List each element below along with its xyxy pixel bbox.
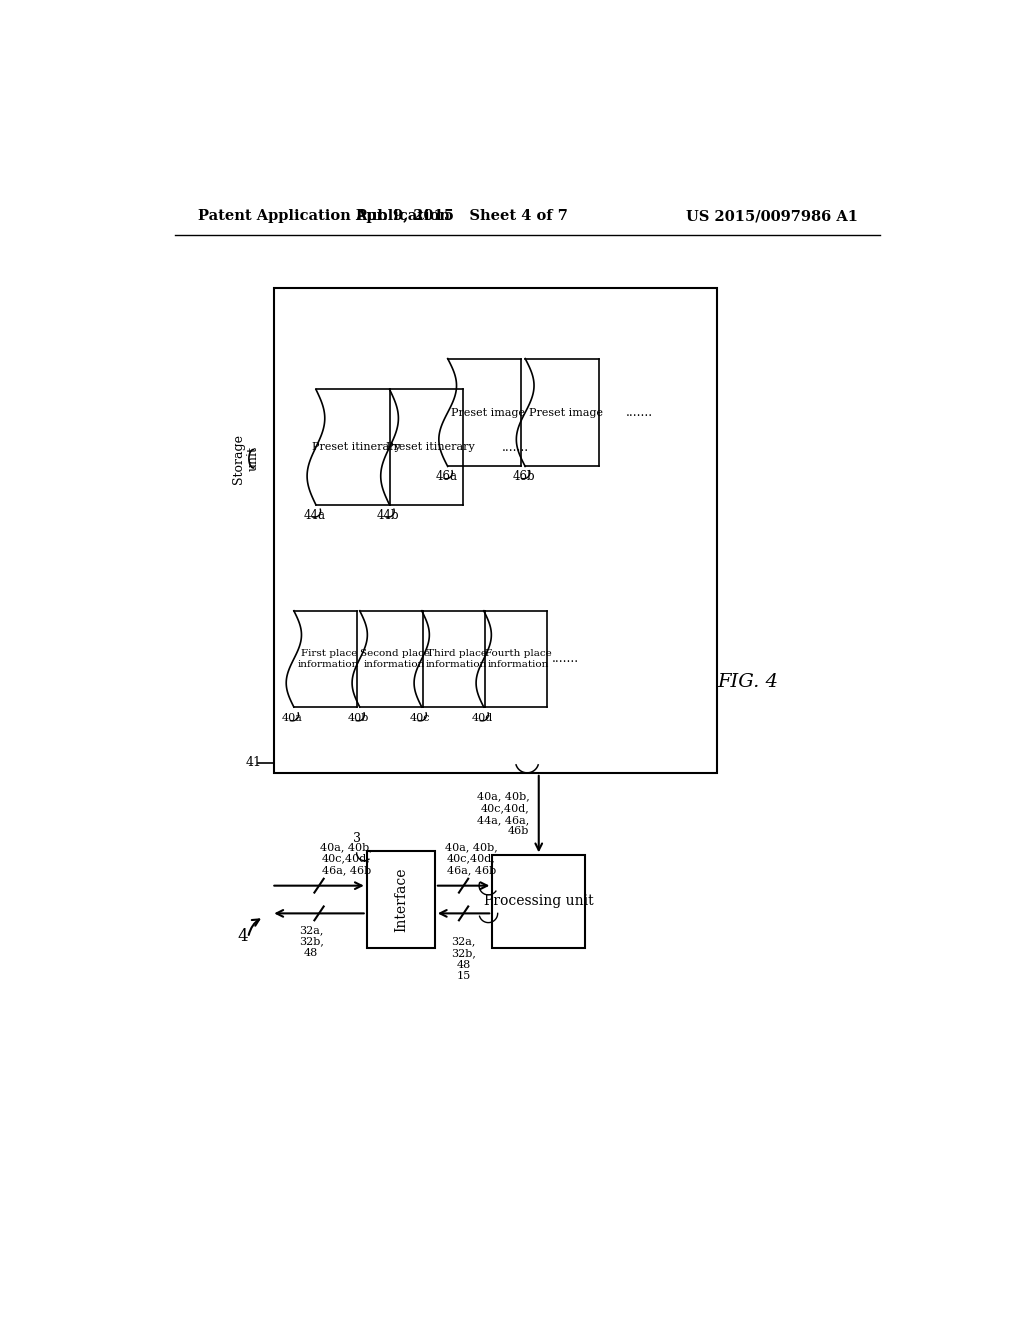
Polygon shape: [307, 389, 389, 506]
Text: Processing unit: Processing unit: [484, 895, 594, 908]
Text: First place
information: First place information: [298, 649, 359, 669]
Polygon shape: [476, 611, 547, 708]
Text: 41: 41: [246, 756, 261, 770]
Text: 40b: 40b: [347, 713, 369, 723]
Polygon shape: [352, 611, 423, 708]
Text: FIG. 4: FIG. 4: [718, 673, 778, 690]
Text: Interface: Interface: [394, 867, 408, 932]
Text: 3: 3: [352, 832, 360, 845]
Polygon shape: [516, 359, 599, 466]
Text: Preset image: Preset image: [528, 408, 603, 417]
Text: 32a,
32b,
48
15: 32a, 32b, 48 15: [452, 936, 476, 981]
Bar: [493, 855, 586, 948]
Text: 44b: 44b: [377, 508, 399, 521]
Text: 40a: 40a: [282, 713, 303, 723]
Text: Patent Application Publication: Patent Application Publication: [198, 209, 450, 223]
Polygon shape: [414, 611, 485, 708]
Bar: [367, 851, 435, 948]
Text: .......: .......: [552, 652, 580, 665]
Text: Preset itinerary: Preset itinerary: [312, 442, 400, 453]
Text: Storage
unit: Storage unit: [231, 434, 260, 483]
Text: Preset itinerary: Preset itinerary: [386, 442, 474, 453]
Text: 32a,
32b,
48: 32a, 32b, 48: [299, 925, 324, 958]
Text: 40c: 40c: [410, 713, 430, 723]
Text: Fourth place
information: Fourth place information: [485, 649, 552, 669]
Text: .......: .......: [502, 441, 529, 454]
Text: .......: .......: [626, 407, 653, 418]
Text: 46a: 46a: [435, 470, 457, 483]
Text: 4: 4: [238, 928, 248, 945]
Text: 40a, 40b,
40c,40d,
46a, 46b: 40a, 40b, 40c,40d, 46a, 46b: [445, 842, 498, 875]
Text: Third place
information: Third place information: [426, 649, 487, 669]
Text: Preset image: Preset image: [452, 408, 525, 417]
Text: Second place
information: Second place information: [359, 649, 430, 669]
Text: 46b: 46b: [512, 470, 535, 483]
Polygon shape: [287, 611, 357, 708]
Text: 40d: 40d: [471, 713, 493, 723]
Text: 40a, 40b,
40c,40d,
46a, 46b: 40a, 40b, 40c,40d, 46a, 46b: [319, 842, 373, 875]
Text: Apr. 9, 2015   Sheet 4 of 7: Apr. 9, 2015 Sheet 4 of 7: [354, 209, 567, 223]
Bar: [273, 288, 717, 772]
Text: 40a, 40b,
40c,40d,
44a, 46a,
46b: 40a, 40b, 40c,40d, 44a, 46a, 46b: [477, 792, 529, 837]
Polygon shape: [381, 389, 463, 506]
Text: US 2015/0097986 A1: US 2015/0097986 A1: [686, 209, 858, 223]
Polygon shape: [439, 359, 521, 466]
Text: 44a: 44a: [303, 508, 326, 521]
